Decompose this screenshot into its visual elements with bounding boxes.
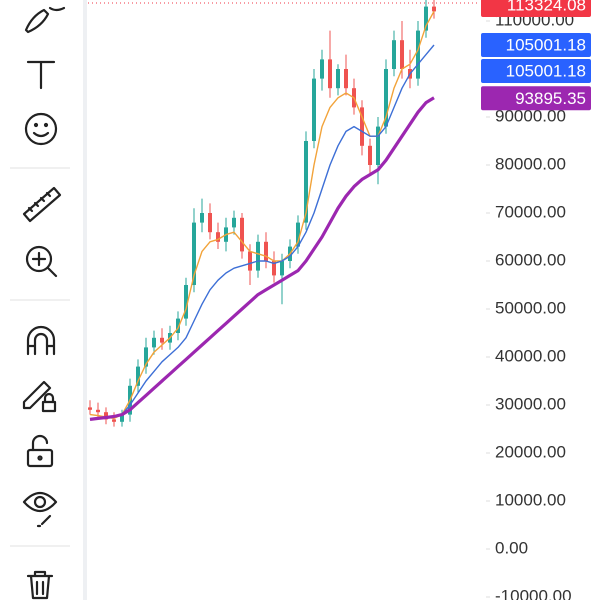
candle-body	[88, 407, 92, 410]
toolbar	[10, 6, 70, 600]
y-tick-label: 50000.00	[495, 298, 566, 317]
plot: 110000.00100000.0090000.0080000.0070000.…	[88, 0, 591, 600]
candle-body	[280, 261, 284, 276]
y-tick-label: 70000.00	[495, 202, 566, 221]
y-tick-label: 60000.00	[495, 250, 566, 269]
magnet-tool[interactable]	[26, 325, 56, 356]
candle-body	[160, 337, 164, 343]
lock-drawings-tool[interactable]	[22, 380, 57, 413]
brush-tool[interactable]	[24, 6, 66, 34]
ruler-tool[interactable]	[22, 186, 62, 223]
price-badge	[481, 0, 591, 18]
candle-body	[192, 222, 196, 285]
candle-body	[264, 241, 268, 261]
price-badge-label: 105001.18	[506, 35, 586, 54]
candle-body	[400, 40, 404, 69]
candle-body	[424, 6, 428, 31]
candle-body	[112, 419, 116, 422]
candle-body	[104, 412, 108, 420]
unlock-tool[interactable]	[26, 434, 54, 468]
y-tick-label: 30000.00	[495, 394, 566, 413]
y-tick-label: 0.00	[495, 538, 528, 557]
candle-body	[144, 347, 148, 367]
candle-body	[176, 318, 180, 333]
y-tick-label: 90000.00	[495, 106, 566, 125]
text-tool[interactable]	[26, 60, 56, 90]
candle-body	[296, 222, 300, 247]
y-tick-label: 20000.00	[495, 442, 566, 461]
price-badge-label: 93895.35	[515, 89, 586, 108]
candle-body	[344, 69, 348, 89]
candle-body	[232, 217, 236, 228]
price-badge-label: 113324.08	[507, 0, 586, 15]
candle-body	[376, 126, 380, 165]
zoom-tool[interactable]	[25, 245, 58, 278]
candle-body	[336, 69, 340, 89]
candle-body	[432, 6, 436, 12]
candle-body	[256, 241, 260, 271]
candle-body	[152, 337, 156, 348]
toolbar-border	[83, 0, 87, 600]
price-badge-label: 105001.18	[506, 61, 586, 80]
y-tick-label: 10000.00	[495, 490, 566, 509]
candle-body	[384, 69, 388, 127]
delete-tool[interactable]	[26, 570, 54, 600]
emoji-tool[interactable]	[24, 112, 58, 146]
candle-body	[240, 217, 244, 252]
candle-body	[96, 409, 100, 413]
candle-body	[360, 107, 364, 146]
moving-average-line	[89, 96, 435, 421]
candle-body	[368, 145, 372, 165]
y-tick-label: 40000.00	[495, 346, 566, 365]
moving-average-line	[89, 44, 435, 421]
candle-body	[392, 40, 396, 69]
y-tick-label: 80000.00	[495, 154, 566, 173]
candle-body	[208, 213, 212, 233]
candle-body	[248, 251, 252, 271]
y-tick-label: -10000.00	[495, 586, 572, 600]
candle-body	[136, 366, 140, 386]
visibility-tool[interactable]	[22, 491, 58, 528]
price-badge	[481, 86, 591, 111]
candle-body	[200, 213, 204, 223]
candle-body	[328, 59, 332, 89]
candle-body	[272, 261, 276, 276]
candle-body	[216, 232, 220, 242]
candle-body	[184, 285, 188, 319]
candle-body	[120, 414, 124, 422]
candle-body	[320, 59, 324, 79]
candle-body	[416, 30, 420, 79]
candle-body	[312, 78, 316, 141]
price-badge	[481, 32, 591, 57]
candle-body	[304, 141, 308, 223]
price-badge	[481, 58, 591, 83]
